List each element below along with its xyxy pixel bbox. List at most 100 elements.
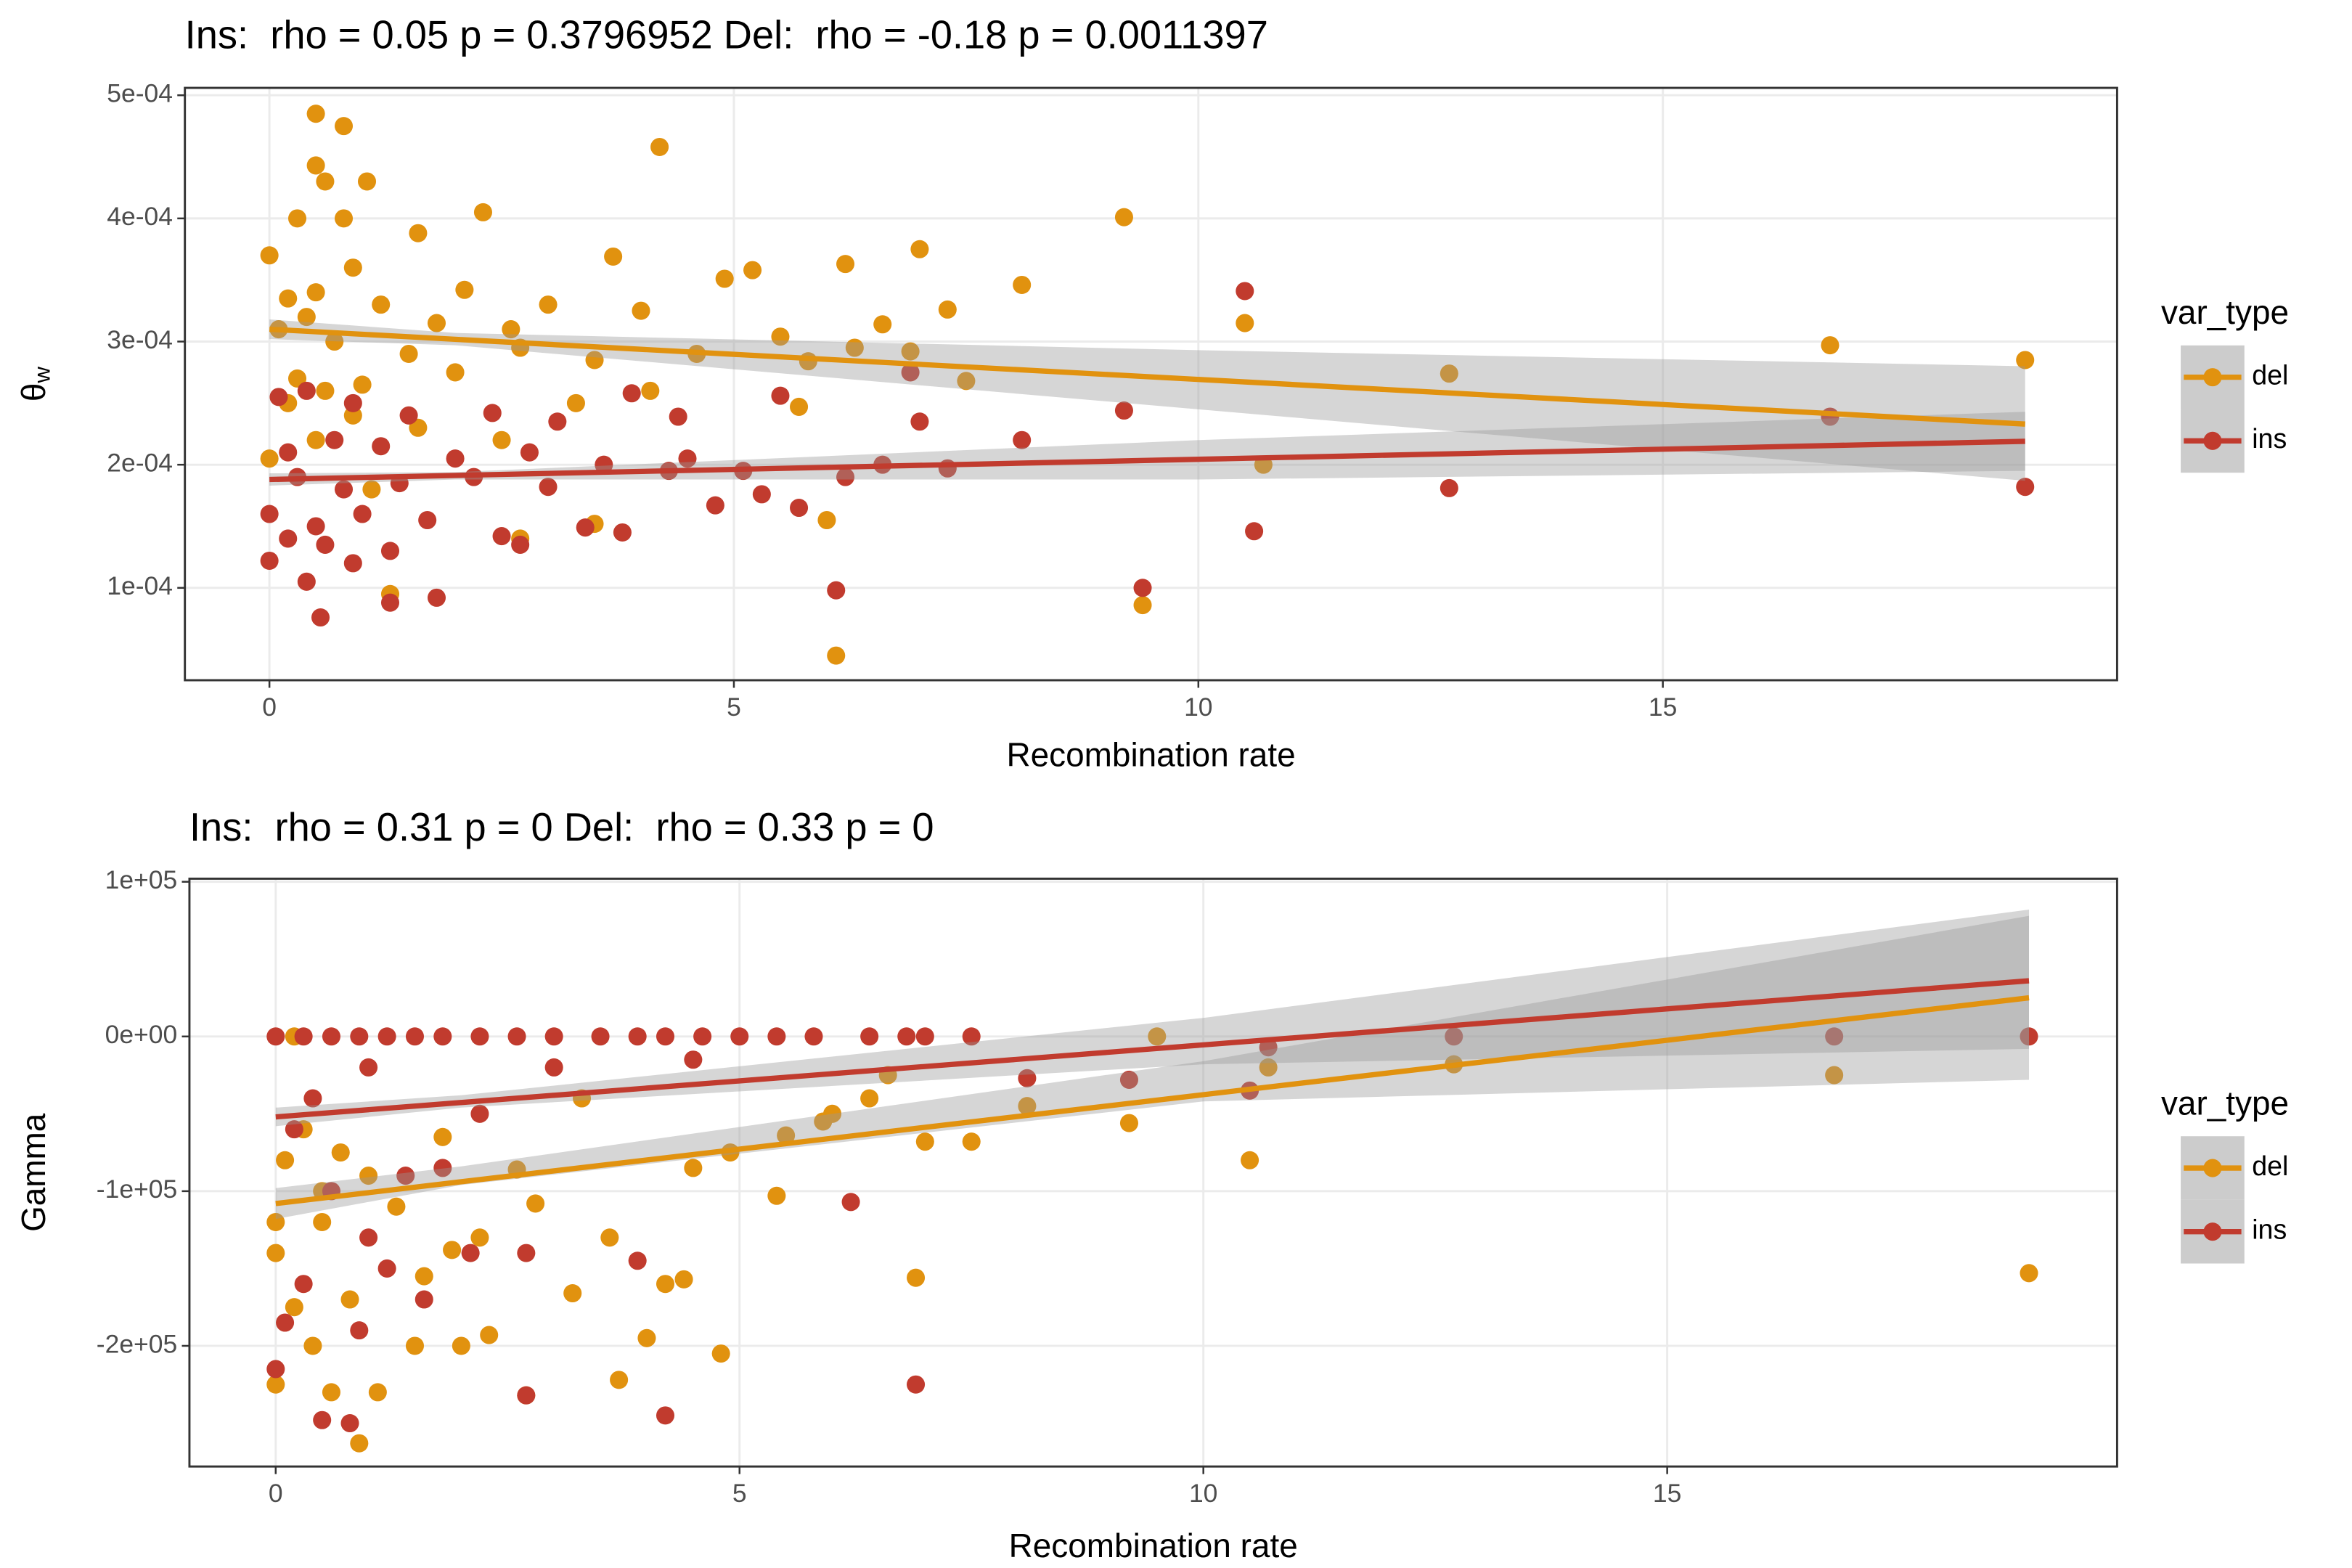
legend-point bbox=[2203, 1222, 2222, 1241]
point bbox=[362, 480, 381, 499]
point bbox=[576, 518, 595, 537]
point bbox=[433, 1159, 452, 1177]
point bbox=[1018, 1097, 1037, 1116]
point bbox=[656, 1027, 675, 1046]
x-tick-label: 0 bbox=[269, 1479, 283, 1508]
point bbox=[427, 588, 446, 607]
point bbox=[804, 1027, 823, 1046]
point bbox=[771, 386, 790, 405]
point bbox=[632, 301, 650, 320]
point bbox=[511, 535, 530, 554]
point bbox=[910, 240, 929, 258]
x-tick-label: 5 bbox=[727, 693, 741, 722]
point bbox=[544, 1058, 563, 1077]
point bbox=[678, 449, 697, 468]
point bbox=[269, 388, 288, 407]
point bbox=[473, 203, 492, 221]
point bbox=[350, 1027, 369, 1046]
point bbox=[350, 1321, 369, 1340]
point bbox=[1241, 1151, 1259, 1169]
point bbox=[359, 1228, 378, 1247]
point bbox=[415, 1290, 433, 1309]
point bbox=[377, 1259, 396, 1278]
point bbox=[595, 455, 613, 474]
fit-line bbox=[269, 438, 2025, 483]
point bbox=[405, 1027, 425, 1046]
point bbox=[288, 369, 307, 388]
point bbox=[1013, 275, 1032, 294]
x-tick-label: 15 bbox=[1653, 1479, 1681, 1508]
legend-label: del bbox=[2252, 360, 2288, 391]
point bbox=[622, 384, 641, 403]
point bbox=[294, 1027, 313, 1046]
point bbox=[771, 327, 790, 346]
point bbox=[480, 1326, 499, 1344]
point bbox=[285, 1298, 303, 1317]
x-axis-title: Recombination rate bbox=[1006, 736, 1295, 774]
y-axis-title: Gamma bbox=[15, 1113, 52, 1232]
point bbox=[1259, 1058, 1278, 1077]
point bbox=[279, 529, 298, 548]
point bbox=[357, 172, 377, 191]
point bbox=[260, 505, 279, 523]
point bbox=[520, 443, 539, 462]
point bbox=[2020, 1264, 2038, 1283]
point bbox=[585, 351, 604, 369]
point bbox=[399, 406, 418, 425]
point bbox=[715, 269, 734, 288]
point bbox=[669, 407, 687, 426]
point bbox=[684, 1159, 703, 1177]
point bbox=[285, 1120, 303, 1139]
point bbox=[288, 209, 307, 228]
point bbox=[306, 430, 325, 449]
point bbox=[306, 105, 325, 123]
point bbox=[306, 283, 325, 302]
point bbox=[492, 527, 511, 546]
point bbox=[507, 1027, 526, 1046]
point bbox=[279, 289, 298, 308]
point bbox=[957, 372, 976, 391]
point bbox=[266, 1027, 285, 1046]
chart-title: Ins: rho = 0.05 p = 0.3796952 Del: rho =… bbox=[185, 14, 1268, 57]
point bbox=[1018, 1069, 1037, 1087]
point bbox=[860, 1027, 879, 1046]
point bbox=[526, 1194, 545, 1213]
point bbox=[279, 443, 298, 462]
point bbox=[767, 1186, 786, 1205]
point bbox=[446, 449, 465, 468]
point bbox=[915, 1132, 934, 1151]
point bbox=[836, 255, 855, 274]
y-tick-label: 1e+05 bbox=[105, 865, 178, 894]
point bbox=[836, 467, 855, 486]
point bbox=[628, 1251, 647, 1270]
point bbox=[322, 1027, 340, 1046]
point bbox=[693, 1027, 712, 1046]
point bbox=[340, 1290, 359, 1309]
point bbox=[334, 117, 354, 136]
point bbox=[1821, 336, 1839, 355]
point bbox=[387, 1197, 406, 1216]
point bbox=[372, 295, 391, 314]
point bbox=[380, 542, 400, 560]
point bbox=[313, 1410, 332, 1429]
y-axis-title-subscript: w bbox=[30, 367, 55, 384]
confidence-band bbox=[269, 412, 2025, 486]
point bbox=[306, 517, 325, 536]
plot-border bbox=[184, 86, 2118, 682]
point bbox=[1245, 522, 1264, 541]
y-tick-label: 4e-04 bbox=[107, 202, 173, 231]
point bbox=[827, 581, 846, 600]
y-tick-label: 2e-04 bbox=[107, 449, 173, 478]
y-tick-label: 3e-04 bbox=[107, 325, 173, 354]
point bbox=[433, 1127, 452, 1146]
y-axis-title-main: θ bbox=[15, 383, 52, 402]
point bbox=[613, 523, 632, 542]
x-tick-label: 10 bbox=[1184, 693, 1212, 722]
point bbox=[343, 393, 362, 412]
point bbox=[656, 1406, 675, 1425]
point bbox=[470, 1228, 489, 1247]
y-tick-label: -1e+05 bbox=[97, 1175, 177, 1204]
point bbox=[1119, 1114, 1138, 1132]
point bbox=[266, 1212, 285, 1232]
